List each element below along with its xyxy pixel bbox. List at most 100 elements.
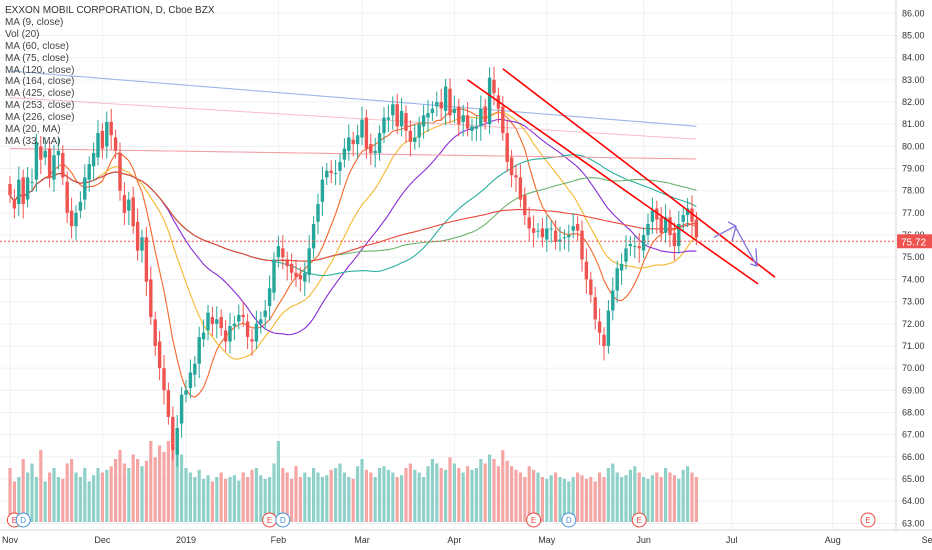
- volume-bar: [290, 478, 294, 522]
- price-tick-label: 67.00: [902, 430, 925, 440]
- candlesticks: [8, 66, 699, 467]
- candle-body: [659, 217, 663, 233]
- volume-bar: [162, 451, 166, 522]
- volume-bar: [527, 466, 531, 522]
- time-axis[interactable]: Nov Dec 2019 Feb Mar Apr May Jun Jul Aug Sep: [0, 529, 932, 545]
- candle-body: [56, 150, 61, 156]
- candle-body: [171, 416, 175, 451]
- volume-bar: [312, 468, 316, 522]
- candle-body: [175, 427, 179, 455]
- volume-bar: [461, 472, 465, 522]
- time-tick-label: Jul: [726, 535, 738, 545]
- volume-bar: [422, 477, 426, 522]
- candle-body: [34, 141, 39, 180]
- volume-bar: [206, 475, 210, 522]
- candle-body: [479, 108, 483, 127]
- candle-body: [52, 155, 56, 180]
- earnings-marker: [860, 512, 876, 528]
- volume-bar: [100, 472, 104, 522]
- candle-body: [219, 317, 223, 329]
- candle-body: [100, 130, 105, 149]
- volume-bar: [109, 466, 113, 522]
- candle-body: [369, 144, 373, 154]
- candle-body: [518, 177, 523, 200]
- candle-body: [395, 104, 399, 127]
- earnings-marker: [526, 512, 542, 528]
- volume-bar: [532, 469, 536, 522]
- candle-body: [589, 279, 593, 295]
- volume-bar: [193, 477, 197, 522]
- volume-bar: [672, 475, 676, 522]
- volume-bar: [589, 477, 593, 522]
- candle-body: [351, 139, 355, 145]
- volume-bar: [184, 468, 188, 522]
- volume-bar: [92, 475, 96, 522]
- candle-body: [404, 113, 408, 131]
- legend-ma-20-ma[interactable]: MA (20, MA): [5, 124, 61, 136]
- legend-ma-164[interactable]: MA (164, close): [5, 76, 75, 88]
- volume-bar: [452, 463, 456, 522]
- legend-vol[interactable]: Vol (20): [5, 28, 40, 40]
- candle-body: [391, 104, 395, 116]
- volume-bar: [479, 459, 483, 522]
- candle-body: [615, 268, 619, 291]
- price-tick-label: 68.00: [902, 407, 925, 417]
- candle-body: [430, 108, 435, 114]
- projection-arrow-head-2: [749, 248, 758, 268]
- trend-channel: [467, 68, 776, 285]
- legend-ma-75[interactable]: MA (75, close): [5, 52, 69, 64]
- candle-body: [241, 314, 245, 318]
- candle-body: [584, 261, 589, 280]
- volume-bar: [408, 463, 412, 522]
- legend-ma-9[interactable]: MA (9, close): [5, 16, 64, 28]
- candle-body: [206, 312, 210, 331]
- price-tick-label: 83.00: [902, 75, 925, 85]
- candle-body: [43, 150, 47, 158]
- chart-legend: EXXON MOBIL CORPORATION, D, Cboe BZX MA …: [5, 5, 215, 148]
- volume-bar: [118, 450, 122, 522]
- volume-bar: [175, 448, 179, 522]
- candle-body: [536, 230, 540, 232]
- volume-bars: [8, 432, 698, 522]
- symbol-title[interactable]: EXXON MOBIL CORPORATION, D, Cboe BZX: [5, 5, 215, 16]
- candle-body: [540, 228, 545, 238]
- legend-ma-425[interactable]: MA (425, close): [5, 88, 75, 100]
- volume-bar: [628, 469, 632, 522]
- candle-body: [624, 248, 628, 262]
- candle-body: [646, 223, 650, 236]
- volume-bar: [567, 481, 571, 522]
- time-tick-label: Jun: [636, 535, 651, 545]
- volume-bar: [360, 459, 364, 522]
- price-axis[interactable]: 63.00 64.00 65.00 66.00 67.00 68.00 69.00 70.00…: [895, 0, 932, 550]
- candle-body: [131, 197, 135, 227]
- candle-body: [439, 102, 443, 109]
- candle-body: [593, 297, 597, 320]
- volume-bar: [637, 472, 641, 522]
- dividend-marker: [15, 512, 31, 528]
- legend-ma-33-ma[interactable]: MA (33, MA): [5, 135, 61, 147]
- volume-bar: [439, 468, 443, 522]
- volume-bar: [373, 477, 377, 522]
- volume-bar: [307, 477, 311, 522]
- legend-ma-226[interactable]: MA (226, close): [5, 112, 75, 124]
- candle-body: [443, 86, 448, 111]
- legend-ma-120[interactable]: MA (120, close): [5, 64, 75, 76]
- price-tick-label: 64.00: [902, 496, 925, 506]
- volume-bar: [395, 477, 399, 522]
- candle-body: [96, 133, 100, 158]
- volume-bar: [303, 472, 307, 522]
- legend-ma-253[interactable]: MA (253, close): [5, 100, 75, 112]
- legend-ma-60[interactable]: MA (60, close): [5, 40, 69, 52]
- last-price-tag: 75.72: [901, 237, 926, 248]
- volume-bar: [254, 468, 258, 522]
- candle-body: [386, 117, 391, 120]
- candle-body: [421, 115, 426, 127]
- volume-bar: [224, 478, 228, 522]
- candle-body: [461, 115, 465, 122]
- volume-bar: [325, 475, 329, 522]
- price-tick-label: 79.00: [902, 164, 925, 174]
- candle-body: [267, 288, 272, 307]
- event-marker-label: D: [20, 516, 26, 525]
